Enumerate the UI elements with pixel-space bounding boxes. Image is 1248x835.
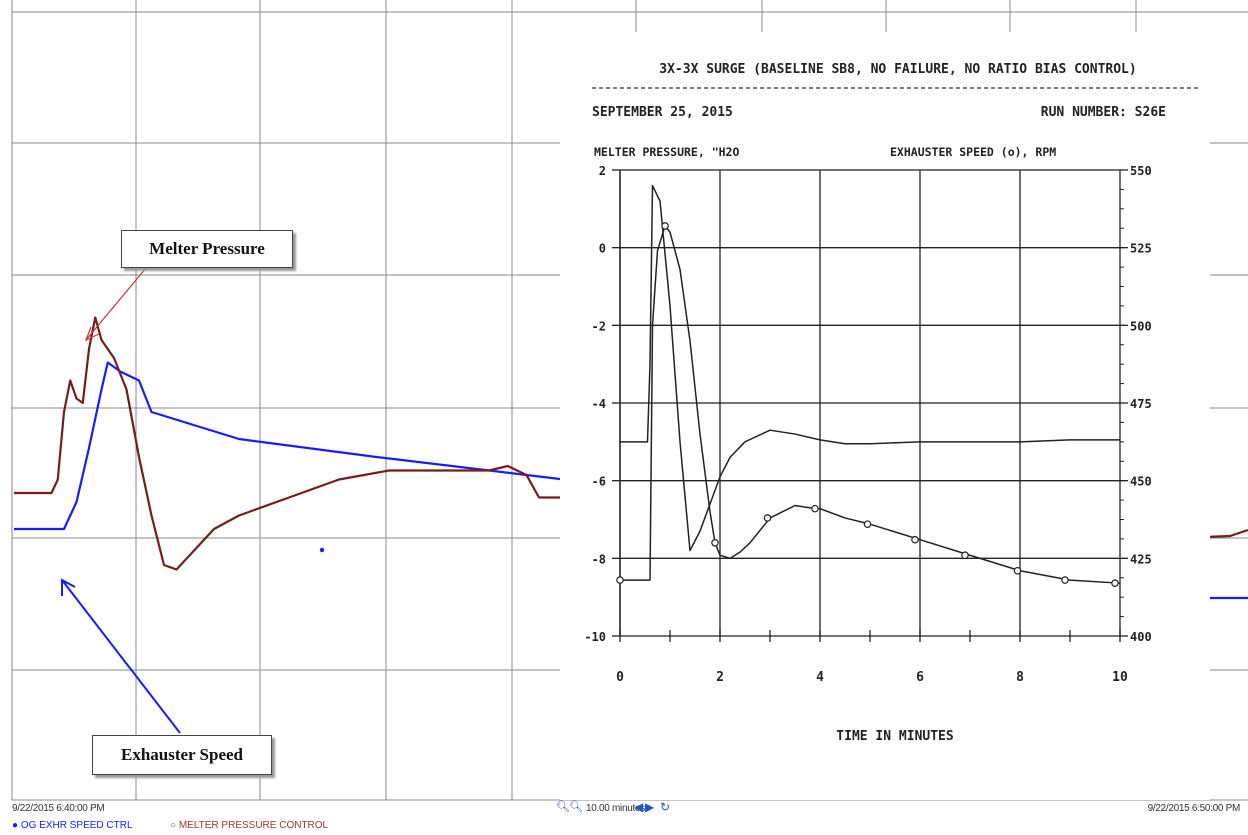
x-tick-label: 2 [716,670,724,685]
inset-exhauster-marker [911,535,919,544]
inset-series [616,184,1121,587]
run-number: RUN NUMBER: S26E [1041,105,1166,120]
y-right-tick-label: 400 [1130,630,1152,644]
y-left-tick-label: -10 [584,630,606,644]
x-tick-label: 6 [916,670,924,685]
y-left-tick-label: 2 [599,164,606,178]
x-tick-label: 10 [1112,670,1128,685]
legend-exhauster-label: OG EXHR SPEED CTRL [20,820,133,831]
y-right-tick-label: 475 [1130,397,1152,411]
inset-exhauster-marker [863,520,872,528]
legend-exhauster[interactable]: ● OG EXHR SPEED CTRL [12,820,133,831]
legend-melter-label: MELTER PRESSURE CONTROL [178,820,329,831]
legend-exhauster-marker: ● [12,820,19,831]
melter-pressure-callout: Melter Pressure [121,230,293,268]
right-axis-label: EXHAUSTER SPEED (o), RPM [890,145,1056,159]
legend-melter[interactable]: ○ MELTER PRESSURE CONTROL [170,820,328,831]
zoom-out-icon[interactable]: 🔍︎ [569,801,583,813]
inset-exhauster-marker [763,514,772,522]
y-left-tick-label: 0 [599,242,606,256]
exhauster-arrowhead [61,578,76,596]
refresh-icon[interactable]: ↻ [660,800,671,814]
exhauster-speed-callout: Exhauster Speed [92,735,272,775]
y-left-tick-label: -4 [592,397,606,411]
scroll-back-icon[interactable]: ◀ [634,800,644,814]
melter-pressure-line-right [1205,528,1248,539]
melter-arrow [85,255,157,341]
time-span-label: 10.00 minutes [586,803,645,814]
inset-exhauster-marker [961,551,969,560]
legend-melter-marker: ○ [170,820,177,831]
inset-exhauster-marker [661,222,669,230]
left-axis-label: MELTER PRESSURE, "H2O [594,145,739,159]
inset-exhauster-marker [616,576,624,584]
exhauster-speed-point [319,547,325,553]
inset-melter-pressure-line [620,184,1120,552]
y-right-tick-label: 425 [1130,552,1152,566]
y-right-tick-label: 525 [1130,242,1152,256]
x-tick-label: 0 [616,670,624,685]
y-left-tick-label: -8 [592,552,606,566]
y-left-tick-label: -2 [592,319,606,333]
y-right-tick-label: 550 [1130,164,1152,178]
x-tick-label: 8 [1016,670,1024,685]
zoom-in-icon[interactable]: 🔍︎ [556,801,570,813]
inset-exhauster-marker [1061,576,1069,584]
inset-exhauster-marker [1111,579,1119,587]
inset-exhauster-marker [811,504,819,513]
y-left-tick-label: -6 [592,475,606,489]
inset-exhauster-speed-line [620,225,1121,584]
inset-panel [560,32,1210,800]
y-right-tick-label: 450 [1130,475,1152,489]
melter-pressure-line [14,316,564,571]
x-end-time: 9/22/2015 6:50:00 PM [1147,803,1241,814]
exhauster-arrow [61,579,181,734]
melter-arrowhead [84,326,100,342]
inset-title: 3X-3X SURGE (BASELINE SB8, NO FAILURE, N… [659,62,1136,77]
exhauster-speed-line [14,361,565,531]
inset-exhauster-marker [711,538,719,547]
x-axis-label: TIME IN MINUTES [836,729,954,744]
inset-grid: 2 550 0 525 -2 500 -4 475 -6 450 -8 425 -10 400 0 2 4 6 8 1… [584,164,1151,685]
inset-exhauster-marker [1013,566,1022,575]
inset-date: SEPTEMBER 25, 2015 [592,105,733,120]
x-start-time: 9/22/2015 6:40:00 PM [12,803,105,814]
scroll-forward-icon[interactable]: ▶ [645,800,655,814]
y-right-tick-label: 500 [1130,319,1152,333]
background-series [14,316,1248,600]
x-tick-label: 4 [816,670,824,685]
